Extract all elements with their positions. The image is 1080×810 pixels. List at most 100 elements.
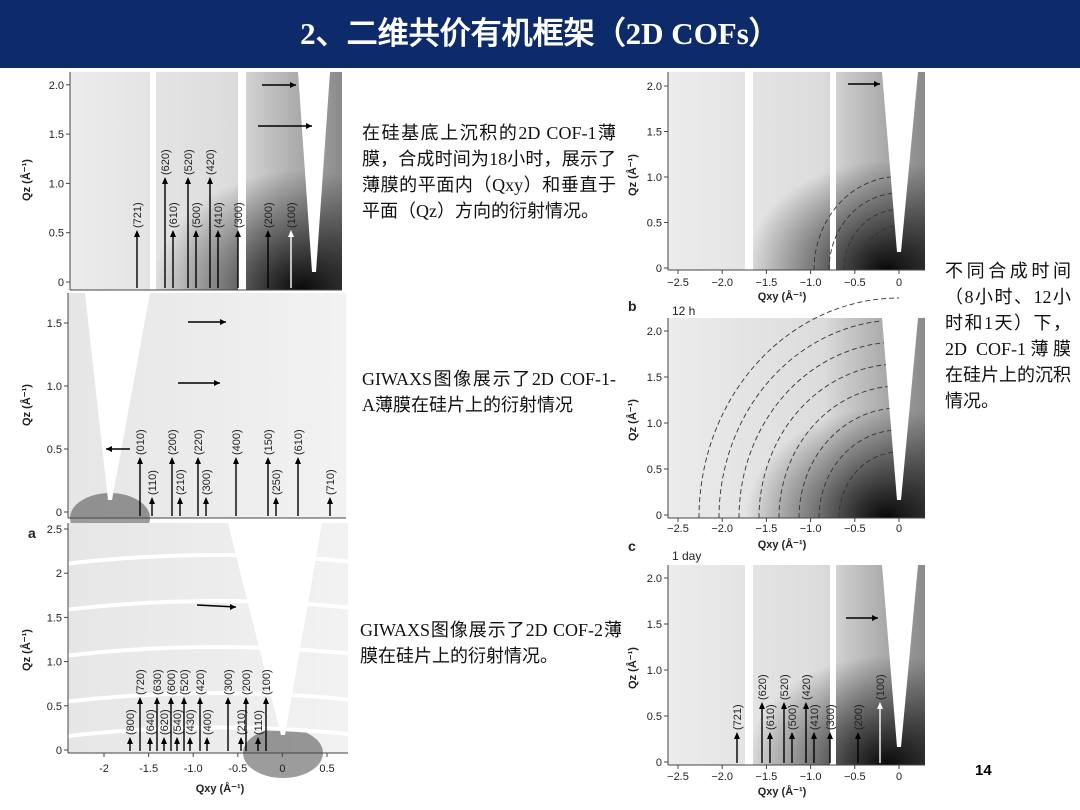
peak-label: (620) <box>159 709 171 735</box>
peak-label: (100) <box>875 674 887 700</box>
x-axis-label: Qxy (Å⁻¹) <box>758 290 807 303</box>
x-tick-label: −1.0 <box>800 277 822 289</box>
pointer-arrow <box>196 604 237 608</box>
peak-arrowhead <box>185 177 191 184</box>
peak-arrowhead <box>233 457 239 464</box>
peak-label: (710) <box>325 469 337 495</box>
detector-gap <box>745 565 753 765</box>
peak-arrowhead <box>827 732 833 739</box>
y-tick-label: 0 <box>58 277 64 289</box>
peak-arrowhead <box>170 230 176 237</box>
peak-label: (010) <box>135 429 147 455</box>
pointer-arrowhead <box>872 615 878 621</box>
page-number: 14 <box>975 762 992 779</box>
panel-letter: a <box>28 525 36 541</box>
diffraction-ring <box>838 451 900 519</box>
panel-letter: b <box>628 298 637 314</box>
peak-label: (200) <box>263 202 275 228</box>
x-tick-label: −1.0 <box>800 771 822 783</box>
peak-arrowhead <box>134 230 140 237</box>
y-axis-label: Qz (Å⁻¹) <box>20 629 33 671</box>
diffraction-ring <box>843 209 900 271</box>
peak-arrowhead <box>215 230 221 237</box>
beam-shadow <box>882 72 918 252</box>
peak-label: (210) <box>236 709 248 735</box>
diffraction-ring <box>828 192 900 271</box>
intensity-shade <box>668 565 925 765</box>
peak-arrowhead <box>781 702 787 709</box>
peak-label: (400) <box>231 429 243 455</box>
peak-arrowhead <box>811 732 817 739</box>
y-tick-label: 1.0 <box>647 418 662 430</box>
beam-shadow <box>85 293 150 500</box>
peak-arrowhead <box>273 497 279 504</box>
peak-arrowhead <box>238 737 244 744</box>
diffraction-ring <box>778 385 900 519</box>
peak-arrowhead <box>147 737 153 744</box>
x-axis-label: Qxy (Å⁻¹) <box>758 785 807 798</box>
y-axis-label: Qz (Å⁻¹) <box>626 399 639 441</box>
detector-gap <box>238 72 246 290</box>
pointer-arrowhead <box>220 319 226 325</box>
peak-arrowhead <box>154 697 160 704</box>
y-tick-label: 0.5 <box>47 444 62 456</box>
y-tick-label: 0.5 <box>647 464 662 476</box>
intensity-shade <box>70 72 342 290</box>
pointer-arrowhead <box>106 446 112 452</box>
y-axis-label: Qz (Å⁻¹) <box>626 154 639 196</box>
x-tick-label: −2.5 <box>667 523 689 535</box>
peak-label: (300) <box>233 202 245 228</box>
pointer-arrowhead <box>214 380 220 386</box>
y-tick-label: 0.5 <box>647 218 662 230</box>
peak-label: (610) <box>293 429 305 455</box>
x-tick-label: 0 <box>279 763 285 775</box>
peak-arrowhead <box>803 702 809 709</box>
peak-label: (420) <box>195 669 207 695</box>
x-tick-label: −1.5 <box>756 771 778 783</box>
x-tick-label: −1.0 <box>800 523 822 535</box>
peak-arrowhead <box>265 457 271 464</box>
detector-gap <box>67 644 349 658</box>
diffraction-ring <box>758 363 900 519</box>
detector-gap <box>830 72 836 270</box>
x-tick-label: -2 <box>99 763 109 775</box>
peak-label: (300) <box>201 469 213 495</box>
x-tick-label: 0 <box>896 771 902 783</box>
x-axis-label: Qxy (Å⁻¹) <box>196 782 245 795</box>
peak-label: (620) <box>757 674 769 700</box>
description: GIWAXS图像展示了2D COF-1-A薄膜在硅片上的衍射情况 <box>362 369 616 415</box>
peak-label: (200) <box>853 704 865 730</box>
peak-arrowhead <box>161 737 167 744</box>
peak-arrowhead <box>263 697 269 704</box>
description: 在硅基底上沉积的2D COF-1薄膜，合成时间为18小时，展示了薄膜的平面内（Q… <box>362 123 616 221</box>
peak-arrowhead <box>759 702 765 709</box>
intensity-shade <box>668 72 925 270</box>
x-tick-label: 0 <box>896 277 902 289</box>
pointer-arrowhead <box>306 123 312 129</box>
panel-time: 12 h <box>672 304 695 318</box>
peak-arrowhead <box>207 177 213 184</box>
x-tick-label: −2.0 <box>711 277 733 289</box>
detector-gap <box>67 725 349 738</box>
detector-gap <box>830 565 836 765</box>
peak-arrowhead <box>137 697 143 704</box>
description: GIWAXS图像展示了2D COF-2薄膜在硅片上的衍射情况。 <box>360 620 622 666</box>
peak-label: (640) <box>145 709 157 735</box>
x-tick-label: −0.5 <box>844 523 866 535</box>
peak-arrowhead <box>187 737 193 744</box>
diffraction-ring <box>698 297 900 519</box>
y-tick-label: 1.0 <box>647 665 662 677</box>
peak-label: (610) <box>168 202 180 228</box>
peak-arrowhead <box>235 230 241 237</box>
y-tick-label: 1.0 <box>47 381 62 393</box>
y-tick-label: 2.5 <box>47 524 62 536</box>
y-tick-label: 0 <box>656 757 662 769</box>
panel-time: 1 day <box>672 549 701 563</box>
detector-gap <box>745 72 753 270</box>
y-tick-label: 2.0 <box>647 326 662 338</box>
peak-arrowhead <box>149 497 155 504</box>
peak-label: (520) <box>183 149 195 175</box>
x-tick-label: -1.5 <box>139 763 158 775</box>
y-axis-label: Qz (Å⁻¹) <box>20 159 33 201</box>
beam-shadow <box>882 318 918 500</box>
